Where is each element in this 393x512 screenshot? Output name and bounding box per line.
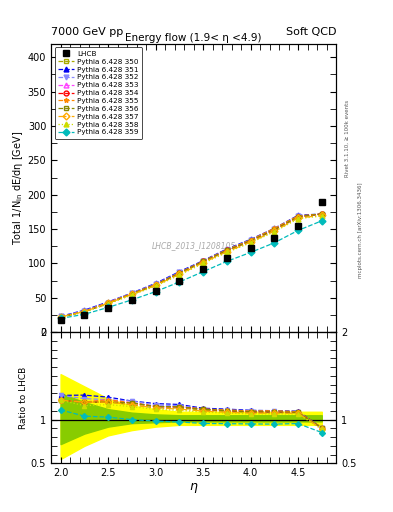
Y-axis label: Ratio to LHCB: Ratio to LHCB: [19, 367, 28, 429]
Text: LHCB_2013_I1208105: LHCB_2013_I1208105: [151, 241, 236, 250]
Title: Energy flow (1.9< η <4.9): Energy flow (1.9< η <4.9): [125, 33, 262, 42]
Text: mcplots.cern.ch [arXiv:1306.3436]: mcplots.cern.ch [arXiv:1306.3436]: [358, 183, 364, 278]
Text: Soft QCD: Soft QCD: [286, 27, 336, 37]
Text: 7000 GeV pp: 7000 GeV pp: [51, 27, 123, 37]
Legend: LHCB, Pythia 6.428 350, Pythia 6.428 351, Pythia 6.428 352, Pythia 6.428 353, Py: LHCB, Pythia 6.428 350, Pythia 6.428 351…: [55, 47, 142, 139]
Text: Rivet 3.1.10, ≥ 100k events: Rivet 3.1.10, ≥ 100k events: [345, 100, 350, 177]
Y-axis label: Total 1/N$_{\rm in}$ dE/dη [GeV]: Total 1/N$_{\rm in}$ dE/dη [GeV]: [11, 131, 25, 245]
X-axis label: η: η: [189, 480, 198, 493]
